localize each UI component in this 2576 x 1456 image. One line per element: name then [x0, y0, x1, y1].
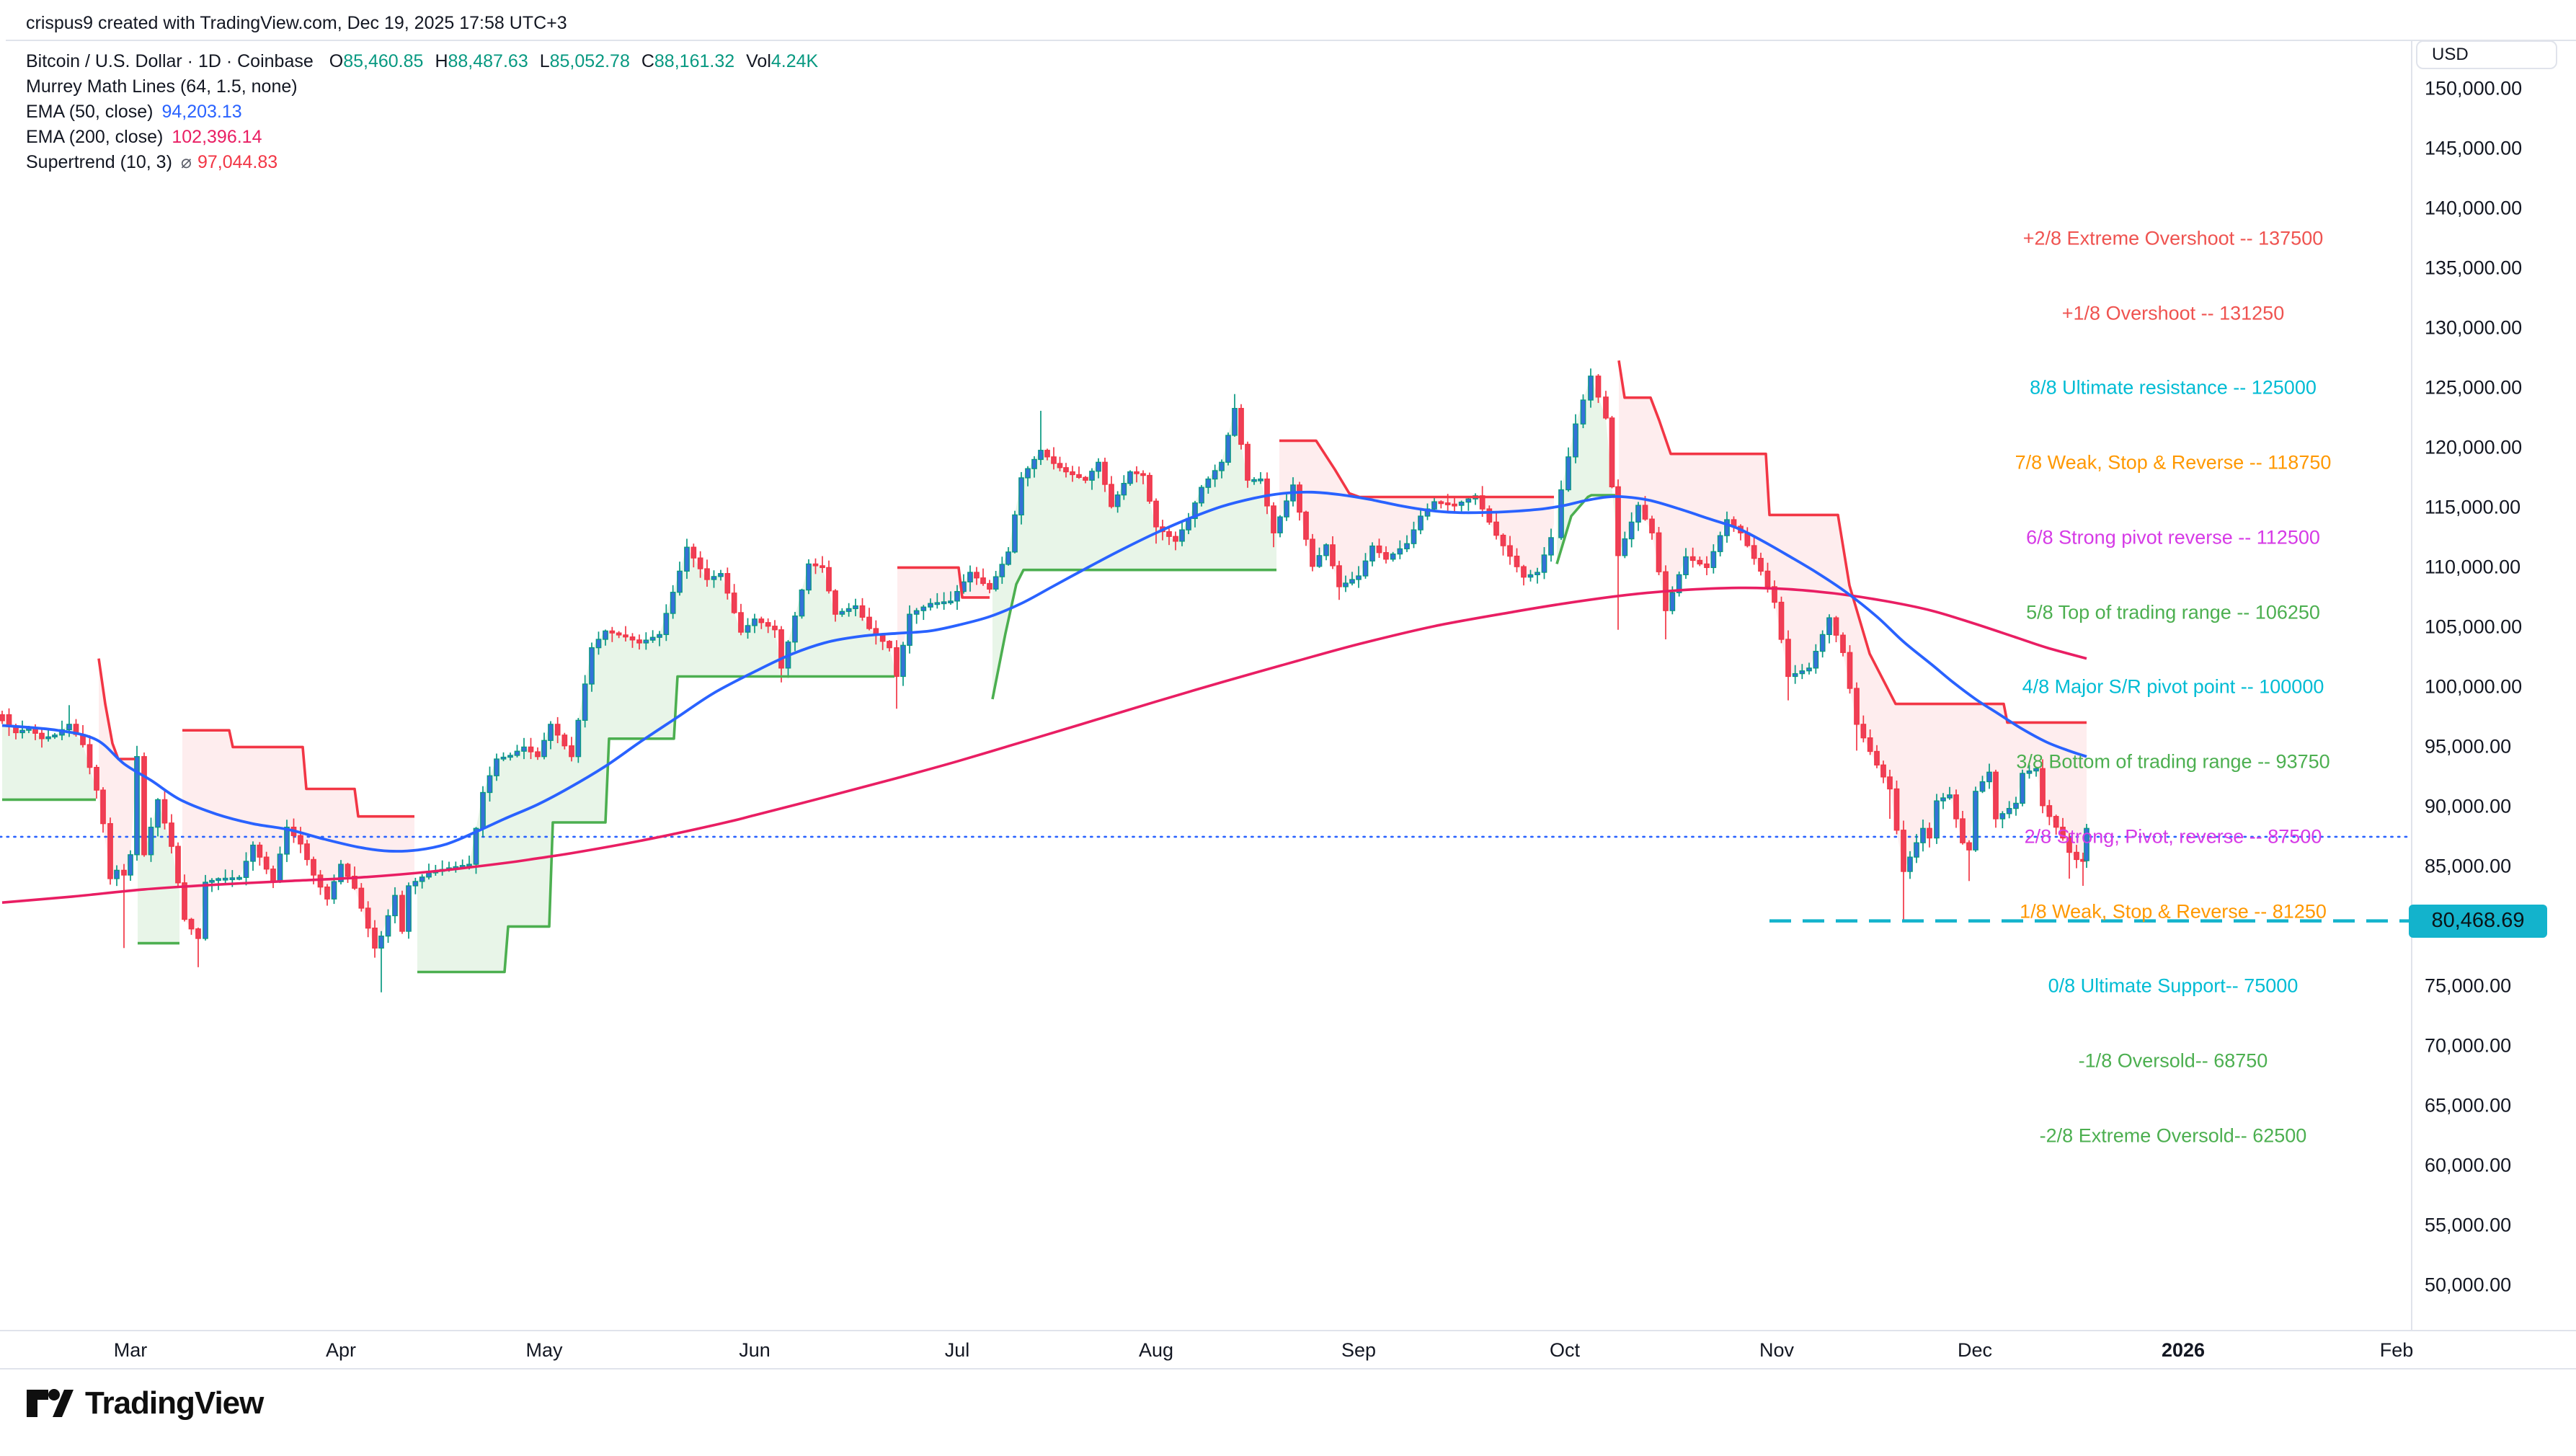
murrey-level-label: +2/8 Extreme Overshoot -- 137500: [2022, 227, 2324, 249]
price-axis-tick: 65,000.00: [2425, 1094, 2512, 1117]
murrey-level-label: +1/8 Overshoot -- 131250: [2061, 302, 2285, 324]
time-axis-tick: Jun: [739, 1339, 770, 1361]
time-axis-tick: Oct: [1549, 1339, 1581, 1361]
murrey-level-label: 3/8 Bottom of trading range -- 93750: [2016, 750, 2330, 773]
price-axis-tick: 50,000.00: [2425, 1274, 2512, 1296]
indicator-row-ema50[interactable]: EMA (50, close) 94,203.13: [26, 99, 830, 125]
ema200-label[interactable]: EMA (200, close): [26, 127, 164, 147]
ema200-value: 102,396.14: [172, 127, 262, 147]
price-axis-tick: 125,000.00: [2425, 376, 2523, 399]
chart-bottom-border: [0, 1368, 2576, 1370]
price-axis-tick: 120,000.00: [2425, 436, 2523, 458]
price-axis-tick: 100,000.00: [2425, 675, 2523, 698]
indicator-row-supertrend[interactable]: Supertrend (10, 3) ⌀ 97,044.83: [26, 150, 830, 175]
price-axis-tick: 55,000.00: [2425, 1214, 2512, 1236]
price-axis-tick: 85,000.00: [2425, 855, 2512, 877]
murrey-level-label: 7/8 Weak, Stop & Reverse -- 118750: [2015, 451, 2332, 474]
price-axis-separator[interactable]: [2411, 40, 2412, 1331]
murrey-level-label: -2/8 Extreme Oversold-- 62500: [2039, 1124, 2307, 1147]
supertrend-value: 97,044.83: [197, 152, 278, 172]
price-axis-tick: 90,000.00: [2425, 795, 2512, 817]
murrey-level-label: -1/8 Oversold-- 68750: [2078, 1049, 2268, 1072]
price-axis-tick: 145,000.00: [2425, 137, 2523, 159]
time-axis-tick: Feb: [2379, 1339, 2414, 1361]
volume-value: Vol4.24K: [746, 51, 819, 71]
price-axis-tick: 105,000.00: [2425, 616, 2523, 638]
price-axis-tick: 75,000.00: [2425, 975, 2512, 997]
ohlc-low: L85,052.78: [539, 51, 630, 71]
price-axis-tick: 140,000.00: [2425, 197, 2523, 219]
time-axis-tick: Apr: [325, 1339, 357, 1361]
symbol-title[interactable]: Bitcoin / U.S. Dollar · 1D · Coinbase: [26, 51, 314, 71]
supertrend-label[interactable]: Supertrend (10, 3): [26, 152, 172, 172]
symbol-row[interactable]: Bitcoin / U.S. Dollar · 1D · Coinbase O8…: [26, 49, 830, 74]
average-icon: ⌀: [180, 152, 192, 172]
price-axis-tick: 95,000.00: [2425, 735, 2512, 758]
murrey-level-label: 5/8 Top of trading range -- 106250: [2026, 601, 2320, 623]
ohlc-open: O85,460.85: [329, 51, 424, 71]
attribution-note: crispus9 created with TradingView.com, D…: [26, 13, 567, 33]
price-axis-tick: 115,000.00: [2425, 496, 2521, 518]
price-axis-tick: 130,000.00: [2425, 316, 2523, 339]
time-axis-tick: Mar: [113, 1339, 148, 1361]
indicator-row-ema200[interactable]: EMA (200, close) 102,396.14: [26, 125, 830, 150]
murrey-level-label: 1/8 Weak, Stop & Reverse -- 81250: [2020, 900, 2327, 923]
price-axis-tick: 110,000.00: [2425, 556, 2521, 578]
ohlc-close: C88,161.32: [641, 51, 735, 71]
currency-button[interactable]: USD: [2416, 40, 2557, 69]
murrey-level-label: 6/8 Strong pivot reverse -- 112500: [2026, 526, 2320, 549]
murrey-level-label: 4/8 Major S/R pivot point -- 100000: [2022, 675, 2324, 698]
tradingview-logo[interactable]: TradingView: [26, 1382, 264, 1424]
time-axis-separator[interactable]: [0, 1330, 2576, 1331]
murrey-level-label: 2/8 Strong, Pivot, reverse -- 87500: [2024, 825, 2322, 848]
ema50-label[interactable]: EMA (50, close): [26, 102, 154, 122]
legend-panel: Bitcoin / U.S. Dollar · 1D · Coinbase O8…: [26, 49, 830, 175]
price-axis-tick: 150,000.00: [2425, 77, 2523, 99]
price-axis-tick: 135,000.00: [2425, 257, 2523, 279]
time-axis-tick: Aug: [1138, 1339, 1174, 1361]
current-price-badge: 80,468.69: [2409, 904, 2547, 938]
time-axis-tick: Nov: [1759, 1339, 1795, 1361]
tradingview-logo-text: TradingView: [85, 1385, 264, 1421]
time-axis-tick: Dec: [1957, 1339, 1993, 1361]
time-axis-tick: May: [525, 1339, 563, 1361]
murrey-level-label: 8/8 Ultimate resistance -- 125000: [2030, 376, 2317, 399]
indicator-row-murrey[interactable]: Murrey Math Lines (64, 1.5, none): [26, 74, 830, 99]
price-axis-tick: 60,000.00: [2425, 1154, 2512, 1176]
tradingview-logo-icon: [27, 1389, 74, 1417]
murrey-level-label: 0/8 Ultimate Support-- 75000: [2048, 975, 2299, 997]
ema50-value: 94,203.13: [161, 102, 242, 122]
time-axis-tick: Jul: [944, 1339, 970, 1361]
time-axis-tick: 2026: [2161, 1339, 2206, 1361]
chart-top-border: [6, 40, 2576, 41]
time-axis-tick: Sep: [1341, 1339, 1377, 1361]
ohlc-high: H88,487.63: [435, 51, 528, 71]
murrey-indicator-label[interactable]: Murrey Math Lines (64, 1.5, none): [26, 76, 298, 97]
price-axis-tick: 70,000.00: [2425, 1034, 2512, 1057]
